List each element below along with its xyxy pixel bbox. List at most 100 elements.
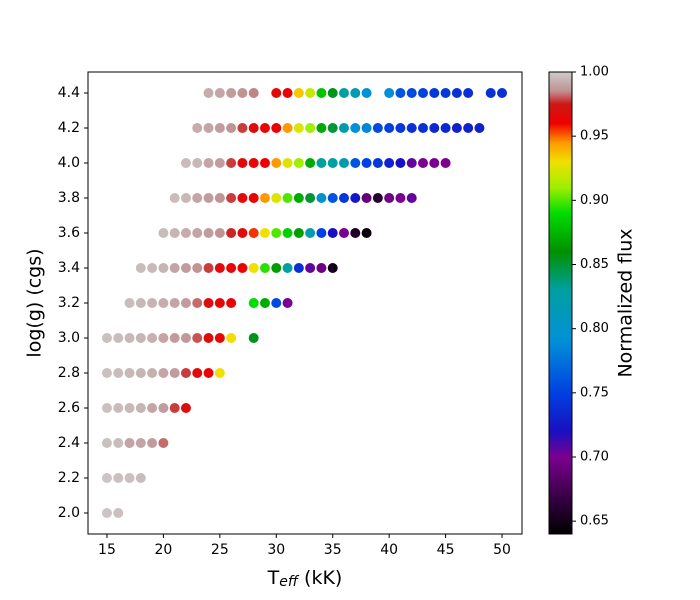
point xyxy=(169,368,180,378)
point xyxy=(293,228,304,238)
point xyxy=(474,123,485,133)
point xyxy=(350,228,361,238)
y-tick-label: 4.0 xyxy=(58,155,80,171)
colorbar-tick-label: 1.00 xyxy=(580,65,609,80)
y-tick-label: 3.2 xyxy=(58,295,80,311)
point xyxy=(124,438,135,448)
point xyxy=(293,123,304,133)
point xyxy=(214,123,225,133)
point xyxy=(226,88,237,98)
point xyxy=(293,88,304,98)
point xyxy=(101,473,112,483)
point xyxy=(316,123,327,133)
point xyxy=(327,263,338,273)
point xyxy=(372,158,383,168)
point xyxy=(124,473,135,483)
point xyxy=(226,263,237,273)
point xyxy=(214,333,225,343)
point xyxy=(418,123,429,133)
x-tick-label: 20 xyxy=(154,542,172,558)
point xyxy=(395,158,406,168)
colorbar-tick-label: 0.65 xyxy=(580,514,609,529)
point xyxy=(259,193,270,203)
y-tick-label: 3.0 xyxy=(58,330,80,346)
point xyxy=(338,228,349,238)
point xyxy=(361,193,372,203)
point xyxy=(135,263,146,273)
x-tick-label: 45 xyxy=(437,542,455,558)
point xyxy=(248,298,259,308)
point xyxy=(327,158,338,168)
point xyxy=(271,298,282,308)
point xyxy=(327,193,338,203)
point xyxy=(135,473,146,483)
point xyxy=(406,123,417,133)
point xyxy=(259,123,270,133)
point xyxy=(203,228,214,238)
x-tick-label: 40 xyxy=(380,542,398,558)
point xyxy=(418,158,429,168)
point xyxy=(214,263,225,273)
point xyxy=(180,403,191,413)
point xyxy=(361,158,372,168)
point xyxy=(192,158,203,168)
point xyxy=(237,263,248,273)
point xyxy=(158,263,169,273)
point xyxy=(192,333,203,343)
point xyxy=(101,403,112,413)
point xyxy=(316,158,327,168)
point xyxy=(248,123,259,133)
point xyxy=(113,473,124,483)
point xyxy=(158,403,169,413)
point xyxy=(147,403,158,413)
point xyxy=(248,158,259,168)
point xyxy=(305,263,316,273)
colorbar-tick-label: 0.95 xyxy=(580,129,609,144)
point xyxy=(192,123,203,133)
point xyxy=(418,88,429,98)
point xyxy=(226,298,237,308)
point xyxy=(463,123,474,133)
x-axis-label: Teff (kK) xyxy=(267,567,343,591)
point xyxy=(305,193,316,203)
point xyxy=(372,123,383,133)
point xyxy=(214,368,225,378)
point xyxy=(192,298,203,308)
point xyxy=(282,123,293,133)
point xyxy=(237,158,248,168)
point xyxy=(147,263,158,273)
point xyxy=(169,403,180,413)
point xyxy=(406,158,417,168)
x-label-unit: (kK) xyxy=(298,567,342,589)
point xyxy=(305,88,316,98)
point xyxy=(135,333,146,343)
point xyxy=(305,228,316,238)
point xyxy=(226,123,237,133)
point xyxy=(237,228,248,238)
point xyxy=(203,193,214,203)
point xyxy=(135,298,146,308)
point xyxy=(440,158,451,168)
point xyxy=(169,193,180,203)
point xyxy=(316,193,327,203)
point xyxy=(180,298,191,308)
y-tick-label: 3.4 xyxy=(58,260,80,276)
x-tick-label: 30 xyxy=(267,542,285,558)
point xyxy=(271,228,282,238)
point xyxy=(226,333,237,343)
point xyxy=(135,438,146,448)
point xyxy=(237,123,248,133)
point xyxy=(395,88,406,98)
point xyxy=(248,263,259,273)
y-tick-label: 4.2 xyxy=(58,120,80,136)
colorbar-label: Normalized flux xyxy=(615,228,637,377)
point xyxy=(113,508,124,518)
point xyxy=(293,193,304,203)
point xyxy=(271,263,282,273)
point xyxy=(361,123,372,133)
point xyxy=(203,298,214,308)
point xyxy=(203,263,214,273)
x-tick-label: 25 xyxy=(211,542,229,558)
point xyxy=(169,228,180,238)
